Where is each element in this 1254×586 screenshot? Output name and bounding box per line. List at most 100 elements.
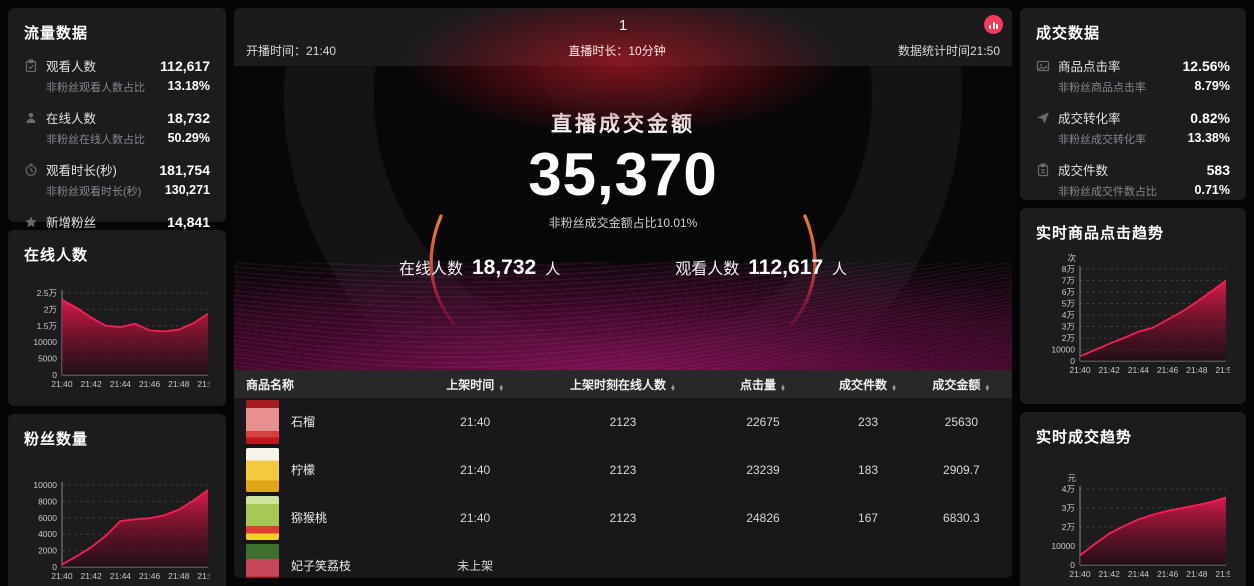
stat-sub-value: 13.38% — [1187, 131, 1230, 145]
stat-label: 在线人数 — [46, 112, 97, 126]
svg-text:元: 元 — [1067, 473, 1076, 483]
svg-text:0: 0 — [52, 370, 57, 380]
svg-text:21:40: 21:40 — [51, 379, 73, 389]
svg-text:21:44: 21:44 — [1128, 569, 1150, 579]
table-row: 妃子笑荔枝 未上架 — [234, 542, 1012, 578]
live-analytics-icon[interactable] — [984, 15, 1003, 34]
svg-text:0: 0 — [1070, 356, 1075, 366]
stat-sub-value: 8.79% — [1194, 79, 1230, 93]
svg-text:21:42: 21:42 — [1099, 365, 1121, 375]
svg-text:21:46: 21:46 — [1157, 569, 1179, 579]
sort-icon[interactable]: ▲ ▼ — [780, 383, 786, 393]
stat-new-fans: 新增粉丝 14,841 — [24, 212, 210, 231]
svg-text:10000: 10000 — [1051, 541, 1075, 551]
cell-gmv: 25630 — [944, 414, 979, 429]
send-icon — [1037, 111, 1049, 124]
svg-text:3万: 3万 — [1062, 322, 1075, 332]
panel-title: 实时商品点击趋势 — [1036, 225, 1165, 242]
column-header-online-at-listing[interactable]: 上架时刻在线人数 ▲ ▼ — [570, 377, 676, 393]
svg-text:8000: 8000 — [38, 496, 57, 506]
sort-icon[interactable]: ▲ ▼ — [891, 383, 898, 393]
svg-text:21:50: 21:50 — [1215, 365, 1230, 375]
svg-text:2.5万: 2.5万 — [37, 288, 57, 298]
panel-deal-data: 成交数据 商品点击率 12.56% 非粉丝商品点击率 8.79% 成交转化率 0… — [1020, 8, 1246, 200]
panel-fans-chart: 粉丝数量 0 2000 4000 6000 8000 10000 21:40 21:42 21:… — [8, 414, 226, 586]
svg-text:21:46: 21:46 — [139, 379, 161, 389]
stat-online: 在线人数 18,732 非粉丝在线人数占比 50.29% — [24, 108, 210, 147]
cell-clicks: 23239 — [746, 462, 780, 477]
center-column: 1 开播时间：21:40 直播时长：10分钟 数据统计时间21:50 — [234, 8, 1012, 578]
stat-viewers: 观看人数 112,617 非粉丝观看人数占比 13.18% — [24, 56, 210, 95]
svg-text:21:42: 21:42 — [81, 571, 103, 581]
svg-text:10000: 10000 — [33, 337, 57, 347]
panel-online-users-chart: 在线人数 0 5000 10000 1.5万 2万 2.5万 21:40 21:42 21:44… — [8, 230, 226, 406]
svg-text:21:44: 21:44 — [1128, 365, 1150, 375]
online-users-area-chart: 0 5000 10000 1.5万 2万 2.5万 21:40 21:42 21:44 21:46… — [24, 287, 219, 404]
cell-listed-time: 21:40 — [460, 510, 491, 525]
stat-sub-label: 非粉丝在线人数占比 — [46, 134, 145, 146]
stat-value: 12.56% — [1182, 57, 1230, 74]
svg-text:21:48: 21:48 — [168, 571, 190, 581]
gmv-subtitle: 非粉丝成交金额占比10.01% — [548, 216, 698, 230]
right-column: 成交数据 商品点击率 12.56% 非粉丝商品点击率 8.79% 成交转化率 0… — [1020, 8, 1246, 586]
svg-text:21:42: 21:42 — [81, 379, 103, 389]
product-name: 妃子笑荔枝 — [291, 559, 352, 573]
svg-text:次: 次 — [1067, 253, 1076, 263]
svg-text:4万: 4万 — [1062, 484, 1075, 494]
cell-gmv: 6830.3 — [943, 510, 980, 525]
live-room-card: 1 开播时间：21:40 直播时长：10分钟 数据统计时间21:50 — [234, 8, 1012, 578]
stat-label: 新增粉丝 — [46, 216, 97, 230]
image-icon — [1036, 60, 1050, 71]
cell-orders: 167 — [858, 510, 879, 525]
table-row: 石榴 21:40 2123 22675 233 25630 — [234, 398, 1012, 446]
stat-sub-label: 非粉丝商品点击率 — [1058, 82, 1146, 94]
product-table: 商品名称 上架时间 ▲ ▼ 上架时刻在线人数 ▲ ▼ 点击量 ▲ ▼ 成交件数 ▲ ▼ 成交金额… — [234, 370, 1012, 578]
fans-area-chart: 0 2000 4000 6000 8000 10000 21:40 21:42 21:44 21:… — [24, 479, 219, 586]
left-column: 流量数据 观看人数 112,617 非粉丝观看人数占比 13.18% 在线人数 … — [8, 8, 226, 586]
start-time: 开播时间：21:40 — [246, 44, 337, 58]
hero-section: 直播成交金额 35,370 非粉丝成交金额占比10.01% 在线人数 18,73… — [234, 66, 1012, 370]
svg-text:21:40: 21:40 — [1069, 569, 1091, 579]
gmv-value: 35,370 — [528, 141, 718, 208]
column-header-gmv[interactable]: 成交金额 ▲ ▼ — [932, 377, 991, 393]
column-header-listed-time[interactable]: 上架时间 ▲ ▼ — [446, 377, 505, 393]
cell-online-at-listing: 2123 — [609, 510, 637, 525]
clipboard-icon — [25, 58, 37, 72]
product-name: 石榴 — [291, 415, 316, 429]
cell-clicks: 24826 — [746, 510, 780, 525]
stat-label: 成交转化率 — [1058, 112, 1121, 126]
stat-sub-value: 130,271 — [164, 183, 210, 197]
svg-text:21:48: 21:48 — [1186, 365, 1208, 375]
table-header-row: 商品名称 上架时间 ▲ ▼ 上架时刻在线人数 ▲ ▼ 点击量 ▲ ▼ 成交件数 ▲ ▼ 成交金额… — [234, 370, 1012, 398]
cell-clicks: 22675 — [746, 414, 780, 429]
column-header-orders[interactable]: 成交件数 ▲ ▼ — [839, 377, 898, 393]
hero-online-stat: 在线人数 18,732 人 — [398, 256, 561, 279]
product-clicks-area-chart: 0 10000 2万 3万 4万 5万 6万 7万 8万 21:40 21:42 21:44 21:46… — [1036, 249, 1237, 390]
svg-text:21:50: 21:50 — [1215, 569, 1230, 579]
svg-text:10000: 10000 — [33, 480, 57, 490]
table-row: 柠檬 21:40 2123 23239 183 2909.7 — [234, 446, 1012, 494]
clock-icon — [25, 163, 37, 176]
cell-gmv: 2909.7 — [943, 462, 980, 477]
stat-sub-value: 13.18% — [167, 79, 210, 93]
svg-text:3万: 3万 — [1062, 503, 1075, 513]
cell-listed-time: 21:40 — [460, 414, 491, 429]
stat-value: 18,732 — [167, 109, 210, 126]
svg-text:0: 0 — [52, 562, 57, 572]
sort-icon[interactable]: ▲ ▼ — [670, 383, 676, 393]
svg-text:2万: 2万 — [1062, 333, 1075, 343]
svg-text:2000: 2000 — [38, 546, 57, 556]
svg-text:21:50: 21:50 — [197, 571, 210, 581]
stat-label: 观看时长(秒) — [46, 164, 117, 178]
svg-text:6万: 6万 — [1062, 287, 1075, 297]
svg-text:6000: 6000 — [38, 513, 57, 523]
stat-label: 观看人数 — [46, 60, 97, 74]
wave-decoration — [234, 262, 1012, 370]
sort-icon[interactable]: ▲ ▼ — [984, 383, 991, 393]
svg-text:7万: 7万 — [1062, 276, 1075, 286]
sort-icon[interactable]: ▲ ▼ — [498, 383, 505, 393]
svg-text:5万: 5万 — [1062, 299, 1075, 309]
svg-text:0: 0 — [1070, 560, 1075, 570]
live-room-header: 1 开播时间：21:40 直播时长：10分钟 数据统计时间21:50 — [234, 8, 1012, 150]
column-header-clicks[interactable]: 点击量 ▲ ▼ — [740, 377, 786, 393]
